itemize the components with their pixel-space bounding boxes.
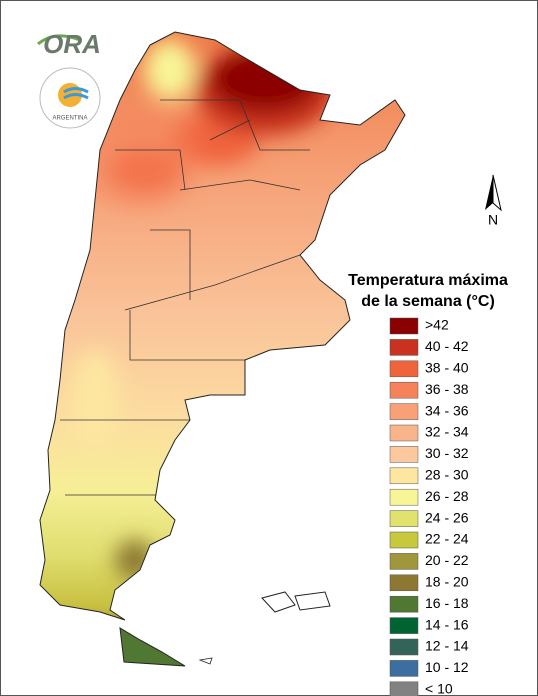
tierra-del-fuego <box>119 627 186 667</box>
compass-label: N <box>488 212 498 228</box>
legend-label: 30 - 32 <box>425 445 469 461</box>
legend-swatch <box>389 446 419 463</box>
legend-swatch <box>389 574 419 592</box>
legend-label: 34 - 36 <box>425 402 469 418</box>
legend-swatch <box>389 660 419 677</box>
legend-label: < 10 <box>425 681 453 696</box>
legend-label: 26 - 28 <box>425 488 469 504</box>
legend-label: 32 - 34 <box>425 424 469 440</box>
legend-label: 22 - 24 <box>425 531 469 547</box>
country-outline <box>39 31 406 621</box>
legend-swatch <box>389 595 419 613</box>
logo-text: ORA <box>43 29 101 59</box>
legend: Temperatura máxima de la semana (°C) >42 40… <box>348 272 508 696</box>
legend-label: 10 - 12 <box>425 659 469 675</box>
legend-swatch <box>389 381 419 399</box>
legend-title: Temperatura máxima <box>348 272 508 289</box>
legend-label: 36 - 38 <box>425 381 469 397</box>
legend-label: 38 - 40 <box>425 360 469 376</box>
legend-swatch <box>389 317 419 335</box>
legend-label: 24 - 26 <box>425 509 469 525</box>
legend-swatch <box>389 510 419 527</box>
legend-swatch <box>389 638 419 656</box>
legend-swatch <box>389 553 419 570</box>
legend-title: de la semana (°C) <box>361 293 495 310</box>
legend-swatch <box>389 339 419 356</box>
legend-label: 16 - 18 <box>425 595 469 611</box>
logo: ORA ARGENTINA <box>37 29 101 129</box>
legend-swatch <box>389 424 419 442</box>
legend-swatch <box>389 531 419 549</box>
legend-label: 18 - 20 <box>425 574 469 590</box>
legend-swatch <box>389 488 419 506</box>
malvinas <box>261 591 331 613</box>
legend-swatch <box>389 360 419 378</box>
legend-swatch <box>389 467 419 485</box>
islands <box>198 657 213 665</box>
legend-label: 28 - 30 <box>425 467 469 483</box>
legend-swatch <box>389 617 419 634</box>
compass: N <box>485 174 502 228</box>
legend-swatch <box>389 403 419 420</box>
seal-text: ARGENTINA <box>52 116 87 122</box>
legend-label: 20 - 22 <box>425 552 469 568</box>
legend-label: 14 - 16 <box>425 616 469 632</box>
legend-label: 40 - 42 <box>425 338 469 354</box>
legend-label: >42 <box>425 317 449 333</box>
legend-swatch <box>389 681 419 696</box>
legend-label: 12 - 14 <box>425 638 469 654</box>
